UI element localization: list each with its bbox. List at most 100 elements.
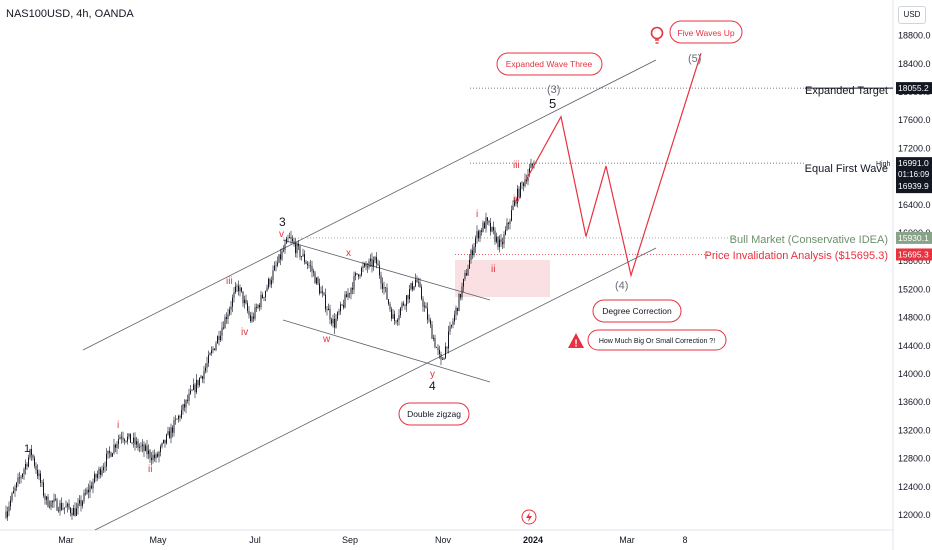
- candle-body: [226, 317, 227, 319]
- candle-body: [490, 222, 491, 232]
- candle-body: [238, 285, 239, 292]
- candle-body: [280, 254, 281, 260]
- wave-label-paren-3: (3): [547, 84, 560, 96]
- candle-body: [151, 457, 152, 461]
- candle-body: [89, 485, 91, 493]
- candle-body: [82, 501, 83, 506]
- wave-label-5: 5: [549, 96, 556, 111]
- candle-body: [110, 452, 112, 457]
- candle-body: [47, 496, 49, 507]
- candle-body: [311, 266, 313, 272]
- upper-channel-line: [82, 59, 657, 351]
- candle-body: [359, 275, 361, 277]
- callout-expanded-wave-three[interactable]: Expanded Wave Three: [496, 52, 603, 76]
- wave-label-w: w: [322, 334, 331, 345]
- candle-body: [328, 308, 329, 311]
- candle-body: [209, 353, 211, 356]
- candle-body: [109, 450, 110, 453]
- candle-body: [56, 499, 58, 511]
- candle-body: [415, 279, 416, 287]
- candle-body: [92, 482, 94, 489]
- candle-body: [86, 489, 88, 494]
- candle-body: [94, 474, 95, 483]
- candle-body: [40, 473, 41, 483]
- candle-body: [199, 378, 200, 386]
- candle-body: [451, 324, 452, 327]
- candle-body: [203, 371, 205, 379]
- y-tick-label: 13200.0: [898, 425, 931, 435]
- y-tick-label: 13600.0: [898, 397, 931, 407]
- candle-body: [101, 470, 103, 475]
- candle-body: [374, 257, 376, 261]
- candle-body: [358, 274, 359, 277]
- candle-body: [422, 298, 424, 307]
- candle-body: [116, 443, 118, 448]
- candle-body: [215, 343, 217, 350]
- candle-body: [10, 500, 11, 507]
- candle-body: [217, 336, 218, 344]
- candle-body: [166, 434, 167, 444]
- candle-body: [247, 303, 248, 311]
- candle-body: [218, 336, 220, 340]
- time-axis-labels: Mar May Jul Sep Nov 2024 Mar 8: [58, 535, 687, 545]
- candle-body: [301, 256, 302, 258]
- currency-button[interactable]: USD: [898, 6, 926, 24]
- candle-body: [331, 319, 332, 324]
- x-tick-label: Sep: [342, 535, 358, 545]
- candle-body: [224, 317, 226, 329]
- candle-body: [416, 279, 418, 283]
- candle-body: [172, 427, 173, 433]
- candle-body: [338, 311, 340, 313]
- candle-body: [524, 179, 526, 186]
- candle-body: [115, 444, 116, 448]
- candle-body: [410, 283, 412, 290]
- candle-body: [131, 442, 133, 444]
- callout-five-waves-up[interactable]: Five Waves Up: [669, 20, 743, 44]
- candle-body: [113, 444, 115, 454]
- candle-body: [386, 287, 388, 300]
- candle-body: [193, 384, 194, 390]
- projection-path: [525, 53, 702, 278]
- candle-body: [32, 455, 34, 458]
- candle-body: [298, 243, 299, 247]
- candle-body: [145, 445, 146, 451]
- candle-body: [472, 250, 473, 256]
- callout-degree-correction[interactable]: Degree Correction: [592, 299, 682, 323]
- candle-body: [188, 393, 190, 401]
- candle-body: [428, 319, 430, 321]
- candle-body: [190, 390, 191, 394]
- y-tick-label: 14400.0: [898, 341, 931, 351]
- candle-body: [437, 347, 439, 351]
- wave-label-ii: ii: [148, 464, 152, 475]
- candle-body: [208, 355, 209, 364]
- candle-body: [136, 441, 137, 445]
- candle-body: [202, 376, 203, 379]
- candle-body: [529, 168, 530, 175]
- candle-body: [419, 282, 421, 288]
- candle-body: [214, 348, 215, 350]
- candle-body: [134, 437, 136, 445]
- candle-body: [253, 316, 254, 319]
- high-caption: High: [876, 161, 891, 168]
- bid-tag: 16939.9: [898, 181, 929, 191]
- candle-body: [424, 305, 425, 307]
- candle-body: [407, 295, 409, 300]
- candle-body: [70, 508, 71, 513]
- candle-body: [362, 266, 364, 268]
- candle-body: [223, 327, 224, 329]
- candle-body: [302, 254, 304, 257]
- callout-double-zigzag[interactable]: Double zigzag: [398, 402, 470, 426]
- candle-body: [269, 279, 271, 285]
- candle-body: [460, 294, 461, 298]
- candle-body: [83, 493, 85, 502]
- candle-body: [170, 427, 172, 439]
- candle-body: [106, 453, 107, 467]
- candle-body: [506, 222, 508, 230]
- candle-body: [341, 304, 343, 306]
- warning-icon: !: [568, 333, 584, 350]
- candle-body: [326, 309, 328, 311]
- candle-body: [169, 431, 170, 439]
- wave-label-4: 4: [429, 379, 436, 393]
- callout-how-much[interactable]: How Much Big Or Small Correction ?!: [587, 329, 727, 351]
